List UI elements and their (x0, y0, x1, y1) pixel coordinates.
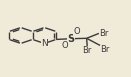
Text: N: N (41, 39, 48, 48)
Text: O: O (62, 41, 69, 50)
Text: O: O (74, 27, 80, 36)
Text: Br: Br (83, 46, 92, 55)
Text: Br: Br (100, 46, 110, 55)
Text: S: S (67, 34, 75, 44)
Text: Br: Br (99, 29, 108, 38)
